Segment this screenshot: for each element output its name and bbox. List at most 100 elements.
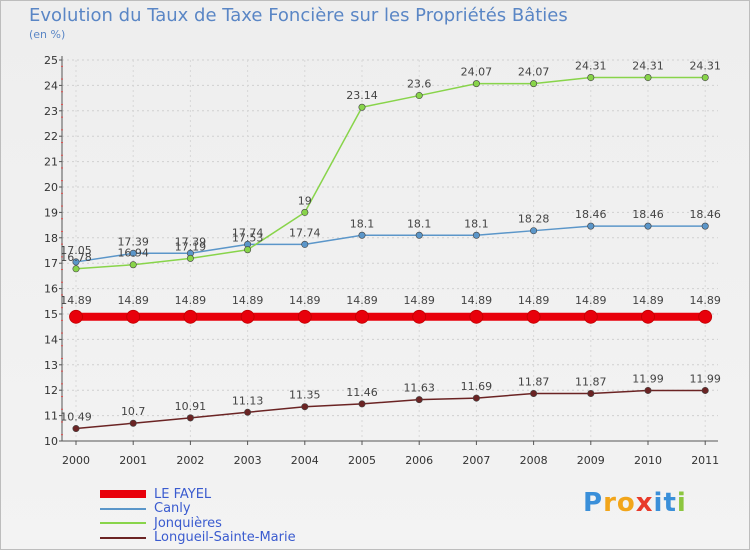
x-tick-label: 2006	[405, 454, 433, 467]
data-label: 14.89	[60, 294, 92, 307]
data-label: 11.63	[403, 382, 435, 395]
x-tick-label: 2009	[577, 454, 605, 467]
data-point	[530, 227, 538, 235]
data-point	[72, 265, 80, 273]
y-tick-label: 12	[44, 384, 58, 397]
data-point	[415, 396, 423, 404]
legend-label: Jonquières	[154, 515, 222, 531]
data-point	[129, 419, 137, 427]
data-label: 24.31	[689, 60, 721, 73]
data-point	[183, 309, 198, 324]
data-label: 17.39	[175, 235, 207, 248]
data-label: 16.78	[60, 251, 92, 264]
data-point	[530, 80, 538, 88]
x-tick-label: 2001	[119, 454, 147, 467]
data-label: 10.91	[175, 400, 207, 413]
data-label: 24.31	[632, 60, 664, 73]
data-point	[186, 254, 194, 262]
data-point	[526, 309, 541, 324]
legend-item: Jonquières	[100, 516, 296, 531]
data-label: 18.1	[464, 217, 489, 230]
y-tick-label: 24	[44, 79, 58, 92]
data-label: 14.89	[403, 294, 435, 307]
y-tick-label: 20	[44, 181, 58, 194]
data-point	[587, 74, 595, 82]
data-point	[301, 240, 309, 248]
data-point	[587, 222, 595, 230]
data-label: 14.89	[175, 294, 207, 307]
y-tick-label: 14	[44, 333, 58, 346]
data-point	[644, 74, 652, 82]
data-point	[472, 394, 480, 402]
data-point	[244, 246, 252, 254]
series-line-longueil-sainte-marie	[75, 389, 706, 430]
series-line-jonqui-res	[75, 76, 706, 270]
data-label: 24.07	[461, 66, 493, 79]
data-point	[126, 309, 141, 324]
x-tick-label: 2008	[520, 454, 548, 467]
proxiti-logo[interactable]: Proxiti	[583, 488, 687, 518]
data-label: 11.69	[461, 380, 493, 393]
data-label: 14.89	[346, 294, 378, 307]
data-point	[469, 309, 484, 324]
data-point	[583, 309, 598, 324]
legend-label: Canly	[154, 501, 191, 517]
y-tick-label: 13	[44, 359, 58, 372]
data-label: 17.05	[60, 244, 92, 257]
data-point	[72, 425, 80, 433]
x-tick-label: 2011	[691, 454, 719, 467]
data-point	[301, 403, 309, 411]
data-point	[301, 208, 309, 216]
data-label: 11.46	[346, 386, 378, 399]
legend-swatch	[100, 536, 146, 539]
data-point	[698, 309, 713, 324]
legend: LE FAYEL Canly Jonquières Longueil-Sainte-M…	[100, 487, 296, 545]
y-tick-label: 18	[44, 232, 58, 245]
data-point	[587, 390, 595, 398]
data-point	[129, 261, 137, 269]
x-tick-label: 2004	[291, 454, 319, 467]
x-tick-label: 2003	[234, 454, 262, 467]
point-labels: 14.89 14.89 14.89 14.89 14.89 14.89 14.89 14.89…	[60, 60, 721, 424]
data-label: 18.28	[518, 213, 550, 226]
data-label: 14.89	[575, 294, 607, 307]
data-label: 17.19	[175, 240, 207, 253]
x-tick-label: 2007	[462, 454, 490, 467]
data-point	[472, 80, 480, 88]
data-label: 14.89	[632, 294, 664, 307]
data-point	[412, 309, 427, 324]
data-point	[186, 414, 194, 422]
data-label: 23.14	[346, 89, 378, 102]
data-label: 14.89	[689, 294, 721, 307]
x-tick-label: 2000	[62, 454, 90, 467]
legend-swatch	[100, 522, 146, 525]
y-tick-label: 23	[44, 105, 58, 118]
chart-unit: (en %)	[29, 28, 66, 41]
legend-item: Longueil-Sainte-Marie	[100, 530, 296, 545]
data-point	[641, 309, 655, 324]
data-point	[69, 309, 83, 324]
y-tick-label: 21	[44, 156, 58, 169]
data-label: 11.13	[232, 394, 264, 407]
legend-swatch	[100, 507, 146, 510]
data-point	[530, 390, 538, 398]
data-point	[415, 92, 423, 100]
data-label: 18.1	[350, 217, 375, 230]
data-label: 10.49	[60, 411, 92, 424]
x-tick-label: 2002	[176, 454, 204, 467]
data-point	[701, 386, 709, 394]
data-label: 14.89	[289, 294, 321, 307]
data-point	[240, 309, 255, 324]
data-label: 17.74	[289, 226, 321, 239]
data-label: 11.87	[518, 376, 550, 389]
series-line-canly	[75, 225, 706, 263]
y-tick-label: 22	[44, 130, 58, 143]
chart-title: Evolution du Taux de Taxe Foncière sur l…	[29, 5, 568, 26]
x-tick-label: 2010	[634, 454, 662, 467]
data-label: 18.46	[575, 208, 607, 221]
y-tick-label: 19	[44, 206, 58, 219]
data-point	[644, 386, 652, 394]
series-group	[69, 74, 713, 433]
data-label: 17.53	[232, 232, 264, 245]
